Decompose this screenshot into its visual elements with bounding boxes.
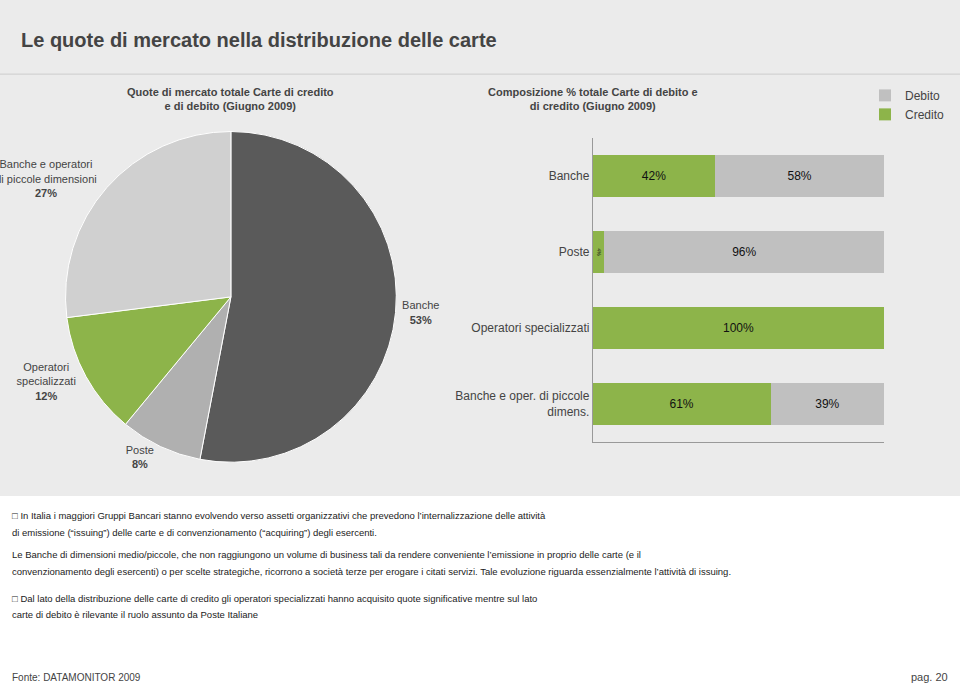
svg-text:Operatorispecializzati12%: Operatorispecializzati12% <box>17 361 76 402</box>
svg-text:100%: 100% <box>723 321 754 335</box>
svg-text:Banche53%: Banche53% <box>402 299 439 325</box>
svg-text:Banche e operatoridi piccole d: Banche e operatoridi piccole dimensioni2… <box>0 158 97 199</box>
svg-text:□ Dal lato della distribuzione: □ Dal lato della distribuzione delle car… <box>12 593 537 604</box>
svg-text:Poste: Poste <box>559 245 590 259</box>
svg-text:39%: 39% <box>815 397 839 411</box>
svg-text:Composizione % totale Carte di: Composizione % totale Carte di debito ed… <box>488 86 698 112</box>
svg-text:96%: 96% <box>732 245 756 259</box>
svg-text:42%: 42% <box>642 169 666 183</box>
svg-text:pag. 20: pag. 20 <box>911 671 948 683</box>
svg-text:Banche e oper. di piccoledimen: Banche e oper. di piccoledimens. <box>455 389 589 419</box>
svg-text:□ In Italia i maggiori Gruppi: □ In Italia i maggiori Gruppi Bancari st… <box>12 510 546 521</box>
svg-text:Poste8%: Poste8% <box>126 444 154 470</box>
svg-text:Debito: Debito <box>905 89 940 103</box>
svg-text:61%: 61% <box>670 397 694 411</box>
svg-text:Quote di mercato totale Carte: Quote di mercato totale Carte di credito… <box>127 86 334 112</box>
svg-text:convenzionamento degli esercen: convenzionamento degli esercenti) o per … <box>12 566 731 577</box>
svg-text:di emissione (“issuing”) delle: di emissione (“issuing”) delle carte e d… <box>12 527 377 538</box>
svg-text:Credito: Credito <box>905 108 944 122</box>
svg-text:4%: 4% <box>596 249 601 257</box>
svg-text:Banche: Banche <box>549 169 590 183</box>
svg-text:carte di debito è rilevante il: carte di debito è rilevante il ruolo ass… <box>12 609 258 620</box>
svg-text:Fonte: DATAMONITOR 2009: Fonte: DATAMONITOR 2009 <box>12 672 141 683</box>
svg-text:58%: 58% <box>788 169 812 183</box>
svg-text:Operatori specializzati: Operatori specializzati <box>471 321 589 335</box>
svg-text:Le Banche di dimensioni medio/: Le Banche di dimensioni medio/piccole, c… <box>12 549 641 560</box>
svg-text:Le quote di mercato nella dist: Le quote di mercato nella distribuzione … <box>21 29 497 51</box>
